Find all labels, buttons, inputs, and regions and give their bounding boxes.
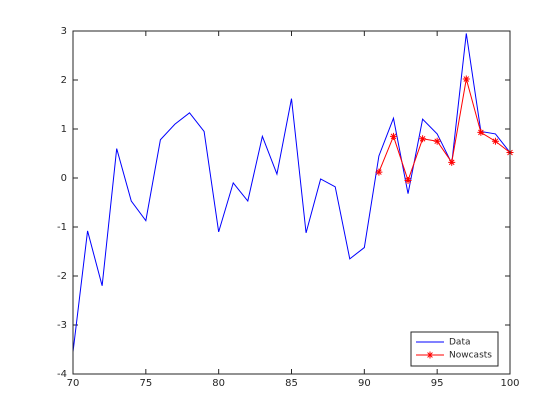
x-tick-label: 80 (212, 378, 225, 389)
y-tick-label: 3 (61, 26, 67, 37)
y-tick-label: -3 (57, 320, 67, 331)
marker (433, 137, 441, 145)
marker (491, 137, 499, 145)
series-line (378, 78, 511, 183)
y-tick-label: 1 (61, 124, 67, 135)
x-tick-label: 90 (358, 378, 371, 389)
legend-label: Data (449, 338, 471, 348)
marker (448, 158, 456, 166)
marker (389, 132, 397, 140)
legend-box (410, 331, 499, 367)
legend-marker (426, 351, 434, 359)
y-tick-label: -2 (57, 271, 67, 282)
y-tick-label: -4 (57, 369, 67, 380)
x-tick-label: 70 (67, 378, 80, 389)
x-tick-label: 100 (500, 378, 519, 389)
y-tick-label: -1 (57, 222, 67, 233)
y-tick-label: 2 (61, 75, 67, 86)
marker (462, 75, 470, 83)
x-tick-label: 75 (139, 378, 152, 389)
marker (404, 176, 412, 184)
marker (419, 135, 427, 143)
marker (477, 128, 485, 136)
x-tick-label: 85 (285, 378, 298, 389)
x-tick-label: 95 (431, 378, 444, 389)
plot-area (73, 31, 510, 374)
series-line (72, 33, 511, 353)
marker (375, 168, 383, 176)
axes-box (72, 30, 511, 375)
y-tick-label: 0 (61, 173, 67, 184)
legend-label: Nowcasts (449, 351, 492, 361)
